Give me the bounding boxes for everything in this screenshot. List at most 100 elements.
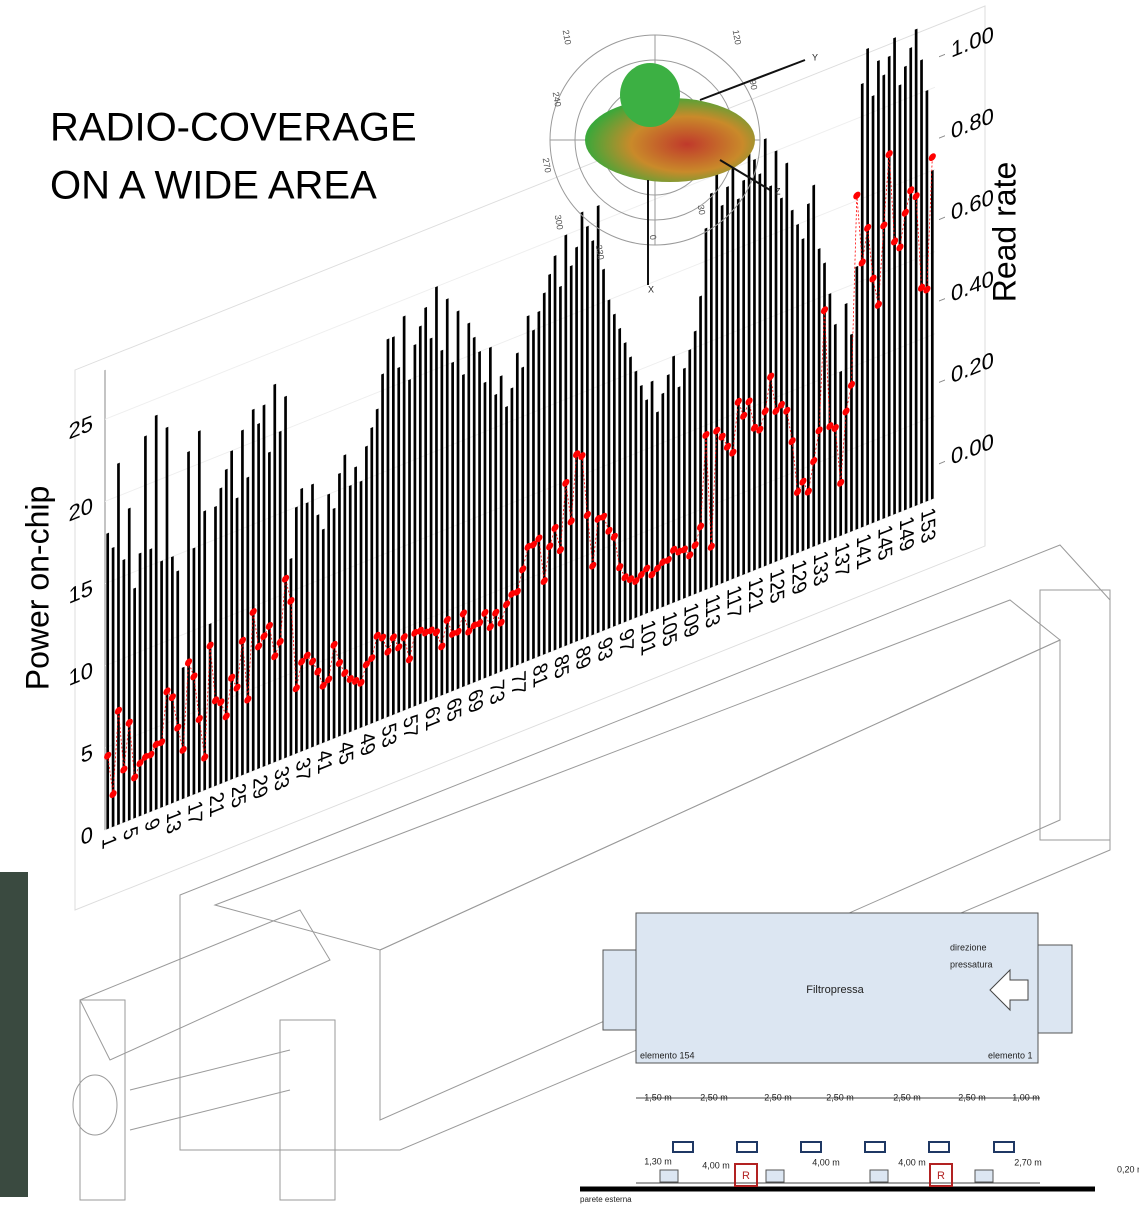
bar bbox=[154, 414, 158, 811]
x-tick-label: 77 bbox=[507, 668, 529, 699]
read-rate-point bbox=[454, 627, 462, 636]
read-rate-point bbox=[567, 517, 575, 526]
bar bbox=[542, 292, 546, 655]
diagram-label: direzione bbox=[950, 942, 987, 952]
read-rate-point bbox=[885, 150, 893, 158]
x-tick-label: 113 bbox=[701, 591, 723, 632]
read-rate-point bbox=[917, 283, 926, 292]
bar bbox=[138, 552, 142, 817]
bar bbox=[823, 262, 826, 543]
read-rate-point bbox=[907, 186, 915, 195]
y2-tick bbox=[939, 298, 945, 302]
bar bbox=[327, 493, 331, 742]
read-rate-point bbox=[217, 698, 225, 707]
read-rate-point bbox=[475, 619, 484, 628]
x-tick-label: 101 bbox=[637, 617, 659, 659]
read-rate-point bbox=[540, 577, 548, 585]
x-tick-label: 97 bbox=[615, 625, 637, 656]
photo-strip bbox=[0, 872, 28, 1197]
bar bbox=[726, 186, 729, 582]
bar bbox=[429, 337, 433, 701]
x-tick-label: 65 bbox=[443, 694, 465, 725]
filter-press-sketch bbox=[72, 544, 1111, 1201]
read-rate-point bbox=[362, 660, 370, 669]
bar bbox=[742, 179, 746, 576]
bar bbox=[219, 487, 223, 785]
read-rate-point bbox=[255, 642, 263, 651]
y-tick-label: 5 bbox=[81, 738, 93, 768]
y2-tick bbox=[939, 379, 945, 383]
read-rate-point bbox=[513, 587, 521, 596]
read-rate-point bbox=[858, 258, 866, 267]
bar bbox=[510, 387, 514, 668]
x-tick-label: 117 bbox=[723, 582, 745, 623]
bar bbox=[348, 484, 352, 733]
bar bbox=[796, 223, 799, 554]
bar bbox=[251, 408, 255, 772]
diagram-label: elemento 154 bbox=[640, 1050, 695, 1060]
read-rate-point bbox=[206, 641, 214, 650]
x-tick-label: 61 bbox=[421, 703, 443, 734]
bar bbox=[499, 375, 503, 673]
y-tick-label: 0 bbox=[81, 820, 93, 850]
bar bbox=[386, 338, 390, 718]
read-rate-point bbox=[777, 400, 785, 409]
bar bbox=[758, 173, 762, 569]
bar bbox=[230, 450, 234, 780]
read-rate-point bbox=[583, 511, 591, 519]
bar bbox=[882, 74, 886, 520]
bar bbox=[391, 336, 395, 716]
read-rate-point bbox=[352, 677, 360, 685]
bar bbox=[214, 505, 217, 787]
x-tick-label: 121 bbox=[744, 573, 766, 615]
read-rate-point bbox=[826, 422, 834, 430]
read-rate-point bbox=[837, 478, 845, 487]
read-rate-point bbox=[718, 432, 726, 441]
read-rate-point bbox=[767, 372, 775, 381]
bar bbox=[316, 514, 320, 746]
x-tick-label: 149 bbox=[895, 513, 917, 555]
read-rate-point bbox=[147, 750, 155, 759]
polar-label: 330 bbox=[594, 244, 606, 261]
read-rate-point bbox=[880, 221, 888, 230]
x-tick-label: 13 bbox=[162, 806, 184, 837]
bar bbox=[785, 162, 789, 558]
read-rate-point bbox=[481, 609, 489, 617]
diagram-label: 4,00 m bbox=[702, 1160, 730, 1170]
bar bbox=[715, 174, 719, 586]
read-rate-point bbox=[470, 621, 478, 630]
read-rate-point bbox=[928, 153, 936, 162]
bar bbox=[122, 559, 126, 823]
read-rate-point bbox=[319, 681, 327, 690]
y2-tick bbox=[939, 216, 945, 221]
read-rate-point bbox=[842, 407, 850, 416]
bar bbox=[532, 329, 535, 660]
read-rate-point bbox=[901, 208, 909, 217]
bar bbox=[893, 37, 896, 515]
read-rate-point bbox=[847, 380, 856, 389]
read-rate-point bbox=[174, 723, 182, 732]
read-rate-point bbox=[648, 570, 656, 579]
read-rate-point bbox=[486, 623, 494, 631]
bar bbox=[176, 570, 180, 802]
read-rate-point bbox=[890, 237, 899, 246]
read-rate-point bbox=[793, 488, 802, 496]
read-rate-point bbox=[734, 397, 742, 406]
read-rate-point bbox=[131, 773, 139, 782]
bar bbox=[246, 476, 250, 774]
read-rate-point bbox=[114, 706, 123, 715]
read-rate-point bbox=[157, 738, 166, 747]
read-rate-point bbox=[184, 658, 193, 667]
diagram-label: 2,70 m bbox=[1014, 1157, 1042, 1167]
x-tick-label: 129 bbox=[787, 556, 809, 598]
read-rate-point bbox=[696, 522, 705, 531]
polar-label: 0 bbox=[648, 234, 659, 241]
diagram-label: Filtropressa bbox=[806, 984, 864, 996]
x-tick-label: 69 bbox=[464, 686, 486, 717]
read-rate-point bbox=[702, 431, 710, 439]
read-rate-point bbox=[136, 759, 144, 767]
bar bbox=[424, 306, 428, 703]
read-rate-point bbox=[551, 523, 559, 532]
bar bbox=[801, 238, 805, 552]
